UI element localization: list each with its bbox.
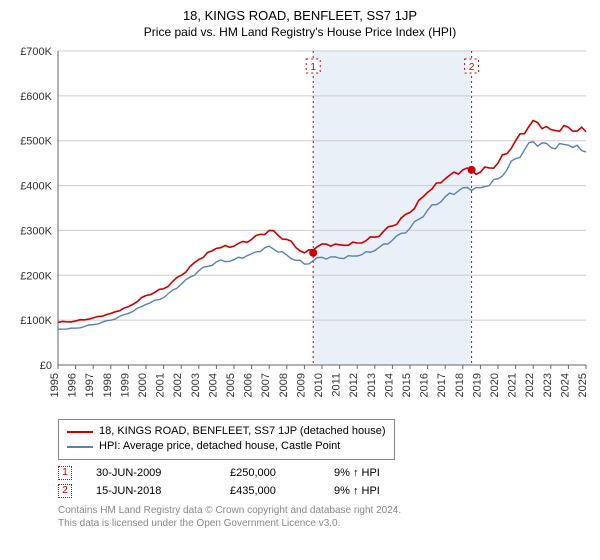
xtick-label: 2001 <box>155 373 167 397</box>
ytick-label: £200K <box>20 270 52 282</box>
event-marker-label: 1 <box>310 62 316 73</box>
ytick-label: £600K <box>20 91 52 103</box>
xtick-label: 2011 <box>331 373 343 397</box>
xtick-label: 1996 <box>67 373 79 397</box>
xtick-label: 2016 <box>419 373 431 397</box>
ytick-label: £400K <box>20 181 52 193</box>
xtick-label: 2009 <box>295 373 307 397</box>
xtick-label: 2021 <box>507 373 519 397</box>
page-title: 18, KINGS ROAD, BENFLEET, SS7 1JP <box>10 8 590 23</box>
xtick-label: 2023 <box>542 373 554 397</box>
transaction-price: £250,000 <box>230 467 310 479</box>
xtick-label: 2002 <box>172 373 184 397</box>
ytick-label: £0 <box>40 360 52 372</box>
page-subtitle: Price paid vs. HM Land Registry's House … <box>10 25 590 39</box>
transaction-date: 30-JUN-2009 <box>96 467 206 479</box>
event-marker-label: 2 <box>469 62 475 73</box>
xtick-label: 2025 <box>577 373 589 397</box>
transaction-marker: 1 <box>58 466 72 480</box>
footer-attribution: Contains HM Land Registry data © Crown c… <box>58 504 590 530</box>
xtick-label: 2007 <box>260 373 272 397</box>
legend-item: HPI: Average price, detached house, Cast… <box>67 439 386 454</box>
xtick-label: 2013 <box>366 373 378 397</box>
ytick-label: £300K <box>20 225 52 237</box>
transaction-row: 1 30-JUN-2009 £250,000 9% ↑ HPI <box>58 466 590 480</box>
ytick-label: £700K <box>20 46 52 58</box>
footer-line-1: Contains HM Land Registry data © Crown c… <box>58 504 590 517</box>
legend-swatch <box>67 431 93 433</box>
xtick-label: 1999 <box>119 373 131 397</box>
event-dot <box>468 166 476 174</box>
xtick-label: 2019 <box>471 373 483 397</box>
transaction-delta: 9% ↑ HPI <box>334 467 380 479</box>
xtick-label: 2006 <box>243 373 255 397</box>
xtick-label: 2004 <box>207 373 219 397</box>
legend: 18, KINGS ROAD, BENFLEET, SS7 1JP (detac… <box>58 419 395 460</box>
ytick-label: £500K <box>20 136 52 148</box>
xtick-label: 2020 <box>489 373 501 397</box>
xtick-label: 1997 <box>84 373 96 397</box>
transaction-delta: 9% ↑ HPI <box>334 485 380 497</box>
price-chart: £0 £100K £200K £300K £400K £500K £600K £700K 199… <box>10 45 590 415</box>
xtick-label: 2000 <box>137 373 149 397</box>
xtick-label: 2010 <box>313 373 325 397</box>
xtick-label: 1995 <box>49 373 61 397</box>
ytick-label: £100K <box>20 315 52 327</box>
xtick-label: 2024 <box>559 373 571 397</box>
xtick-label: 2003 <box>190 373 202 397</box>
footer-line-2: This data is licensed under the Open Gov… <box>58 517 590 530</box>
xtick-label: 2005 <box>225 373 237 397</box>
xtick-label: 2014 <box>383 373 395 397</box>
transaction-marker: 2 <box>58 484 72 498</box>
xtick-label: 2017 <box>436 373 448 397</box>
xtick-label: 2012 <box>348 373 360 397</box>
transaction-price: £435,000 <box>230 485 310 497</box>
legend-item: 18, KINGS ROAD, BENFLEET, SS7 1JP (detac… <box>67 424 386 439</box>
legend-swatch <box>67 446 93 448</box>
transaction-row: 2 15-JUN-2018 £435,000 9% ↑ HPI <box>58 484 590 498</box>
transaction-date: 15-JUN-2018 <box>96 485 206 497</box>
xtick-label: 2015 <box>401 373 413 397</box>
xtick-label: 2018 <box>454 373 466 397</box>
legend-label: HPI: Average price, detached house, Cast… <box>99 439 340 454</box>
transactions-table: 1 30-JUN-2009 £250,000 9% ↑ HPI 2 15-JUN-2018… <box>58 466 590 498</box>
event-dot <box>309 249 317 257</box>
xtick-label: 2022 <box>524 373 536 397</box>
xtick-label: 2008 <box>278 373 290 397</box>
xtick-label: 1998 <box>102 373 114 397</box>
shade-region <box>313 51 471 365</box>
legend-label: 18, KINGS ROAD, BENFLEET, SS7 1JP (detac… <box>99 424 386 439</box>
